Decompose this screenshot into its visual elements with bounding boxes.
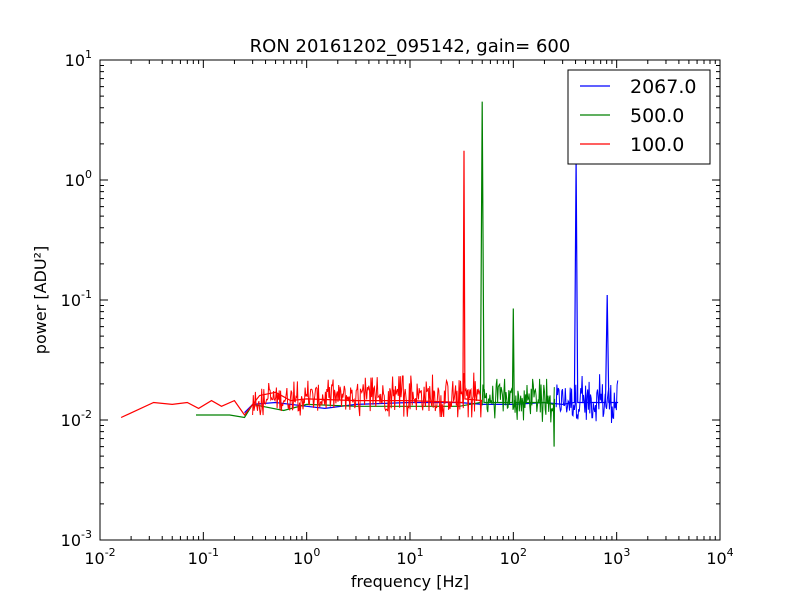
chart-title: RON 20161202_095142, gain= 600 [250,36,571,57]
legend-label: 500.0 [630,105,684,127]
series-noise-1 [481,378,555,423]
series-0 [244,158,619,424]
ticks-layer: 10-2 10-1 100 101 102 103 10410-310-210-110010… [61,48,734,568]
series-2 [120,150,483,419]
y-tick-label: 101 [65,48,92,70]
x-tick-label: 101 [396,546,423,568]
y-tick-label: 10-1 [61,288,92,310]
data-layer [120,101,619,447]
x-axis-label: frequency [Hz] [351,572,469,591]
y-tick-label: 100 [65,168,92,190]
series-line-0 [244,158,619,414]
x-tick-label: 10-2 [84,546,115,568]
x-tick-label: 10-1 [188,546,219,568]
x-tick-label: 100 [293,546,320,568]
x-tick-label: 104 [706,546,733,568]
series-noise-0 [555,374,619,424]
x-tick-label: 103 [603,546,630,568]
series-line-2 [120,150,483,419]
legend-label: 2067.0 [630,76,696,98]
legend: 2067.0 500.0 100.0 [567,69,711,165]
y-axis-label: power [ADU²] [31,246,50,354]
x-tick-label: 102 [500,546,527,568]
y-tick-label: 10-3 [61,528,92,550]
y-tick-label: 10-2 [61,408,92,430]
legend-label: 100.0 [630,134,684,156]
series-noise-2 [252,372,482,418]
